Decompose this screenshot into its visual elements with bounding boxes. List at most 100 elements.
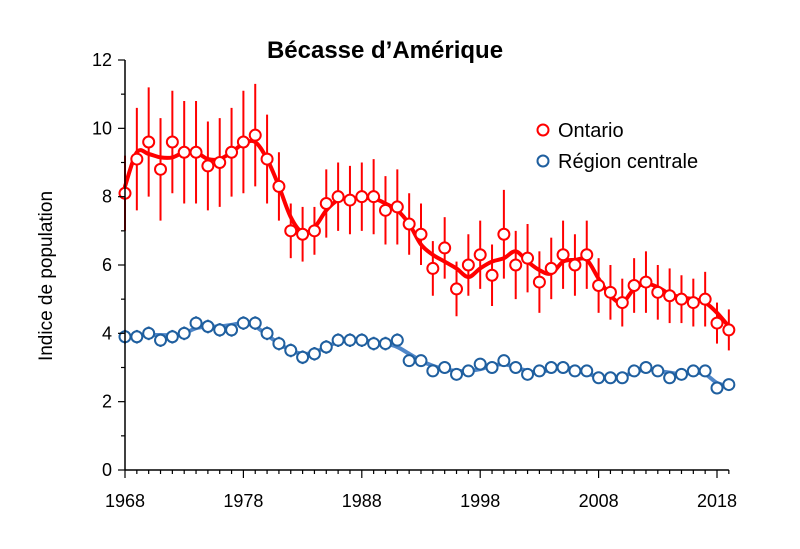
trend-line-ontario xyxy=(123,138,731,329)
data-point-ontario xyxy=(663,289,677,303)
data-point-region-centrale xyxy=(177,326,191,340)
data-point-region-centrale xyxy=(603,371,617,385)
data-point-ontario xyxy=(485,268,499,282)
data-point-ontario xyxy=(130,152,144,166)
series-ontario xyxy=(118,83,736,351)
data-point-ontario xyxy=(450,282,464,296)
data-point-region-centrale xyxy=(284,343,298,357)
y-tick-label: 2 xyxy=(102,392,112,412)
data-point-ontario xyxy=(603,285,617,299)
data-point-ontario xyxy=(402,217,416,231)
trend-line-region-centrale xyxy=(123,321,731,389)
data-point-ontario xyxy=(154,162,168,176)
x-tick-label: 1978 xyxy=(223,491,263,511)
data-point-region-centrale xyxy=(165,330,179,344)
data-point-ontario xyxy=(615,296,629,310)
data-point-ontario xyxy=(355,190,369,204)
data-point-region-centrale xyxy=(461,364,475,378)
x-tick-label: 2018 xyxy=(697,491,737,511)
data-point-region-centrale xyxy=(414,354,428,368)
data-point-region-centrale xyxy=(686,364,700,378)
data-point-ontario xyxy=(509,258,523,272)
data-point-ontario xyxy=(201,159,215,173)
data-point-region-centrale xyxy=(615,371,629,385)
data-point-ontario xyxy=(319,197,333,210)
data-point-region-centrale xyxy=(473,357,487,371)
data-point-region-centrale xyxy=(544,361,558,374)
data-point-region-centrale xyxy=(710,381,724,395)
data-point-ontario xyxy=(367,190,381,204)
data-point-region-centrale xyxy=(722,378,736,392)
legend-label-ontario: Ontario xyxy=(558,120,624,142)
chart-title: Bécasse d’Amérique xyxy=(267,37,503,64)
x-tick-label: 2008 xyxy=(579,491,619,511)
data-point-ontario xyxy=(426,261,440,275)
data-point-region-centrale xyxy=(213,323,227,337)
data-point-ontario xyxy=(698,292,712,306)
data-point-ontario xyxy=(142,135,156,149)
data-point-region-centrale xyxy=(568,364,582,378)
data-point-region-centrale xyxy=(663,371,677,385)
data-point-region-centrale xyxy=(592,371,606,385)
data-point-region-centrale xyxy=(532,364,546,378)
data-point-ontario xyxy=(248,128,262,142)
data-point-region-centrale xyxy=(236,316,250,330)
legend-label-region-centrale: Région centrale xyxy=(558,151,698,173)
data-point-region-centrale xyxy=(580,364,594,378)
data-point-ontario xyxy=(710,316,724,330)
data-point-ontario xyxy=(236,135,250,149)
data-point-region-centrale xyxy=(307,347,321,361)
x-tick-label: 1988 xyxy=(342,491,382,511)
y-tick-label: 10 xyxy=(92,118,112,138)
y-tick-label: 0 xyxy=(102,460,112,480)
data-point-region-centrale xyxy=(556,361,570,374)
data-point-ontario xyxy=(580,248,594,262)
data-point-ontario xyxy=(343,193,357,207)
data-point-ontario xyxy=(260,152,274,166)
data-point-region-centrale xyxy=(130,330,144,344)
data-point-ontario xyxy=(284,224,298,238)
data-point-ontario xyxy=(296,227,310,241)
data-point-region-centrale xyxy=(698,364,712,378)
data-point-ontario xyxy=(532,275,546,289)
data-point-region-centrale xyxy=(627,364,641,378)
y-axis-label: Indice de population xyxy=(36,191,57,361)
data-point-ontario xyxy=(414,227,428,241)
data-point-region-centrale xyxy=(343,333,357,347)
data-point-ontario xyxy=(438,241,452,255)
data-point-region-centrale xyxy=(319,340,333,354)
data-point-ontario xyxy=(651,285,665,299)
data-point-ontario xyxy=(627,279,641,292)
data-point-region-centrale xyxy=(509,361,523,374)
data-point-ontario xyxy=(225,145,239,159)
data-point-region-centrale xyxy=(296,350,310,364)
legend-marker-region-centrale xyxy=(536,154,550,168)
data-point-region-centrale xyxy=(225,323,239,337)
axes: 0 2 4 6 8 10 12 1968 1978 1988 1998 2008 2018 xyxy=(92,50,737,511)
data-point-region-centrale xyxy=(438,361,452,374)
data-point-ontario xyxy=(390,200,404,214)
x-tick-label: 1968 xyxy=(105,491,145,511)
data-point-region-centrale xyxy=(485,361,499,374)
data-point-region-centrale xyxy=(426,364,440,378)
data-point-ontario xyxy=(592,279,606,292)
data-point-ontario xyxy=(521,251,535,265)
data-point-ontario xyxy=(686,296,700,310)
data-point-region-centrale xyxy=(260,326,274,340)
data-point-ontario xyxy=(497,227,511,241)
data-point-ontario xyxy=(674,292,688,306)
x-tick-label: 1998 xyxy=(460,491,500,511)
legend-marker-ontario xyxy=(536,123,550,137)
data-point-region-centrale xyxy=(402,354,416,368)
data-point-ontario xyxy=(165,135,179,149)
data-point-ontario xyxy=(307,224,321,238)
data-point-region-centrale xyxy=(142,326,156,340)
data-point-ontario xyxy=(272,179,286,193)
y-tick-label: 4 xyxy=(102,323,112,343)
y-tick-label: 12 xyxy=(92,50,112,70)
data-point-region-centrale xyxy=(639,361,653,374)
data-point-region-centrale xyxy=(331,333,345,347)
data-point-region-centrale xyxy=(189,316,203,330)
data-point-ontario xyxy=(177,145,191,159)
plot-area xyxy=(118,83,736,395)
